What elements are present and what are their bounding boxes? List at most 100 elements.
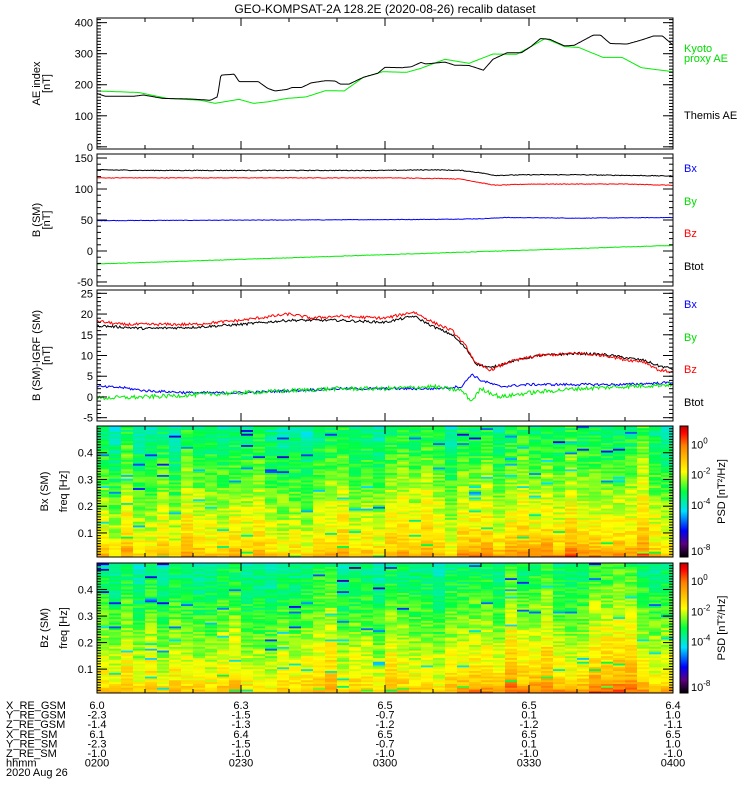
spectrogram-cell <box>145 602 158 605</box>
spectrogram-cell <box>337 532 350 535</box>
spectrogram-cell <box>229 681 242 685</box>
spectrogram-cell <box>577 497 590 500</box>
spectrogram-cell <box>433 480 446 483</box>
spectrogram-cell <box>133 631 146 634</box>
spectrogram-cell <box>229 657 242 660</box>
spectrogram-cell <box>589 536 602 539</box>
spectrogram-cell <box>97 624 110 627</box>
spectrogram-cell <box>253 663 266 666</box>
spectrogram-cell <box>289 532 302 535</box>
spectrogram-cell <box>397 467 410 470</box>
spectrogram-cell <box>193 570 206 573</box>
spectrogram-cell <box>265 487 278 490</box>
spectrogram-cell <box>181 498 194 502</box>
spectrogram-cell <box>145 637 158 640</box>
spectrogram-cell <box>169 527 182 530</box>
spectrogram-cell <box>433 437 446 440</box>
spectrogram-cell <box>325 528 338 532</box>
spectrogram-cell <box>265 602 278 605</box>
spectrogram-cell <box>133 598 146 601</box>
spectrogram-cell <box>121 613 134 616</box>
spectrogram-cell <box>205 448 218 451</box>
spectrogram-cell <box>313 482 326 485</box>
spectrogram-cell <box>193 543 206 547</box>
spectrogram-cell <box>301 528 314 532</box>
spectrogram-cell <box>529 482 542 485</box>
spectrogram-cell <box>157 661 170 664</box>
spectrogram-cell <box>301 551 314 554</box>
spectrogram-cell <box>397 532 410 535</box>
spectrogram-cell <box>289 530 302 533</box>
spectrogram-cell <box>505 553 518 556</box>
spectrogram-cell <box>649 452 662 455</box>
spectrogram-cell <box>385 528 398 532</box>
spectrogram-cell <box>241 659 254 662</box>
spectrogram-cell <box>301 450 314 453</box>
spectrogram-cell <box>553 465 566 468</box>
spectrogram-cell <box>505 525 518 528</box>
spectrogram-cell <box>385 521 398 524</box>
spectrogram-cell <box>493 444 506 447</box>
spectrogram-cell <box>637 498 650 502</box>
spectrogram-cell <box>529 435 542 438</box>
spectrogram-cell <box>301 504 314 507</box>
spectrogram-cell <box>481 542 494 545</box>
spectrogram-cell <box>241 589 254 592</box>
spectrogram-cell <box>133 564 146 568</box>
spectrogram-cell <box>265 687 278 690</box>
spectrogram-cell <box>349 455 362 459</box>
spectrogram-cell <box>181 480 194 483</box>
spectrogram-cell <box>145 523 158 526</box>
spectrogram-cell <box>205 672 218 675</box>
spectrogram-cell <box>253 654 266 657</box>
spectrogram-cell <box>517 470 530 474</box>
spectrogram-cell <box>253 508 266 511</box>
spectrogram-cell <box>529 485 542 489</box>
spectrogram-cell <box>577 431 590 434</box>
spectrogram-cell <box>481 474 494 477</box>
spectrogram-cell <box>565 534 578 537</box>
spectrogram-cell <box>649 450 662 453</box>
spectrogram-cell <box>145 661 158 664</box>
spectrogram-cell <box>649 465 662 468</box>
spectrogram-cell <box>157 652 170 655</box>
spectrogram-cell <box>529 549 542 552</box>
spectrogram-cell <box>277 589 290 592</box>
spectrogram-cell <box>421 487 434 490</box>
spectrogram-cell <box>529 536 542 539</box>
spectrogram-cell <box>265 644 278 647</box>
spectrogram-cell <box>133 668 146 672</box>
spectrogram-cell <box>181 600 194 603</box>
spectrogram-cell <box>109 551 122 554</box>
spectrogram-cell <box>349 452 362 455</box>
spectrogram-cell <box>277 631 290 634</box>
spectrogram-cell <box>553 493 566 496</box>
spectrogram-cell <box>145 504 158 507</box>
spectrogram-cell <box>121 646 134 649</box>
spectrogram-cell <box>373 452 386 455</box>
spectrogram-cell <box>169 504 182 507</box>
spectrogram-cell <box>385 433 398 436</box>
spectrogram-cell <box>433 502 446 505</box>
spectrogram-cell <box>133 678 146 681</box>
spectrogram-cell <box>253 672 266 675</box>
spectrogram-cell <box>409 433 422 436</box>
spectrogram-cell <box>337 440 350 444</box>
spectrogram-cell <box>109 689 122 692</box>
spectrogram-cell <box>97 512 110 515</box>
spectrogram-cell <box>337 470 350 474</box>
spectrogram-cell <box>493 532 506 535</box>
spectrogram-cell <box>577 489 590 492</box>
spectrogram-cell <box>169 459 182 462</box>
spectrogram-cell <box>265 512 278 515</box>
spectrogram-cell <box>121 631 134 634</box>
spectrogram-cell <box>229 642 242 646</box>
spectrogram-cell <box>121 633 134 636</box>
spectrogram-cell <box>205 455 218 459</box>
spectrogram-cell <box>589 442 602 446</box>
spectrogram-cell <box>205 615 218 618</box>
spectrogram-cell <box>625 553 638 556</box>
spectrogram-cell <box>421 461 434 464</box>
spectrogram-cell <box>133 506 146 509</box>
spectrogram-cell <box>121 570 134 573</box>
